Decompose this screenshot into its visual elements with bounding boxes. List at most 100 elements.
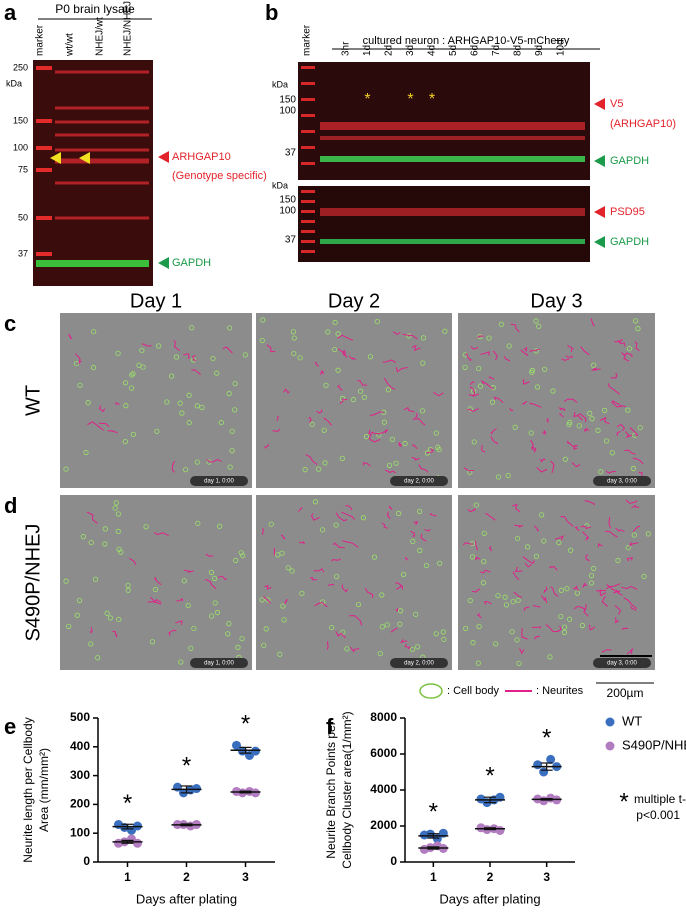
- cell-body: [235, 644, 241, 650]
- marker-size: 50: [18, 212, 28, 222]
- cell-body: [631, 532, 637, 538]
- y-tick-label: 400: [70, 739, 90, 753]
- neurite: [68, 333, 72, 340]
- neurite: [530, 439, 536, 451]
- neurite: [623, 597, 638, 610]
- cell-body: [339, 455, 345, 461]
- neurite: [263, 444, 269, 449]
- neurite: [620, 585, 638, 590]
- lane-label: 8d: [513, 45, 524, 56]
- neurite: [411, 456, 420, 461]
- cell-body: [561, 629, 568, 635]
- cell-body: [208, 613, 215, 619]
- cell-body: [280, 603, 286, 609]
- neurite: [481, 445, 486, 453]
- neurite: [625, 499, 638, 505]
- cell-body: [212, 575, 218, 582]
- neurite: [608, 383, 621, 395]
- cell-body: [181, 578, 187, 584]
- neurite: [86, 511, 98, 524]
- row-label: WT: [22, 385, 44, 416]
- neurite: [276, 415, 279, 421]
- cell-body: [320, 599, 326, 605]
- neurite: [470, 346, 479, 350]
- cell-body: [626, 346, 633, 352]
- neurite: [621, 352, 630, 362]
- cell-body: [80, 534, 86, 540]
- legend-marker: [605, 741, 615, 751]
- cell-body: [384, 622, 390, 628]
- cell-body: [587, 410, 593, 416]
- control-label: GAPDH: [610, 155, 649, 167]
- cell-body: [116, 616, 122, 623]
- neurite: [493, 396, 504, 404]
- cell-body: [467, 406, 473, 412]
- neurite: [510, 323, 520, 333]
- arrowhead: [594, 206, 605, 218]
- neurite: [601, 595, 609, 607]
- neurite: [624, 431, 633, 439]
- cell-body: [547, 654, 553, 660]
- neurite: [433, 391, 444, 397]
- band: [55, 120, 149, 124]
- neurite: [154, 532, 169, 537]
- row-label: S490P/NHEJ: [22, 524, 44, 642]
- cell-body: [389, 436, 395, 442]
- cell-body: [514, 637, 520, 643]
- neurite: [89, 626, 93, 634]
- cell-body: [536, 323, 542, 329]
- neurite: [591, 367, 601, 372]
- neurite: [217, 575, 227, 581]
- cell-body: [130, 371, 136, 377]
- cell-body: [238, 550, 244, 556]
- cell-body: [63, 466, 69, 472]
- cell-body: [476, 623, 482, 630]
- panel-label: d: [4, 493, 17, 518]
- cell-body: [415, 644, 421, 650]
- note-symbol: *: [619, 788, 628, 815]
- neurite: [523, 606, 530, 612]
- neurite: [614, 338, 623, 343]
- data-point: [120, 822, 129, 832]
- cell-body: [152, 586, 159, 593]
- neurite: [337, 334, 354, 341]
- stamp-box: [390, 476, 448, 486]
- neurite: [477, 335, 484, 338]
- neurite: [323, 417, 333, 426]
- neurite: [128, 557, 137, 566]
- neurite: [298, 507, 303, 512]
- neurite: [402, 333, 418, 340]
- panel-label: b: [265, 0, 278, 25]
- cell-body: [641, 573, 647, 579]
- cell-body: [542, 366, 548, 372]
- cell-body: [263, 626, 269, 632]
- ladder-band: [301, 146, 315, 149]
- cell-body: [502, 594, 508, 600]
- neurite: [480, 379, 494, 390]
- cell-body: [386, 462, 393, 468]
- time-stamp: day 3, 0:00: [607, 661, 637, 667]
- neurite: [398, 442, 403, 447]
- cell-body: [66, 623, 72, 629]
- cell-body: [154, 428, 160, 434]
- cell-body: [363, 434, 370, 440]
- legend-cell-body: [419, 683, 443, 699]
- cell-body: [186, 420, 192, 426]
- y-tick-label: 6000: [370, 746, 397, 760]
- cell-body: [232, 407, 238, 413]
- cell-body: [476, 365, 482, 372]
- time-stamp: day 3, 0:00: [607, 479, 637, 485]
- neurite: [573, 411, 583, 421]
- panel-title: cultured neuron : ARHGAP10-V5-mCherry: [363, 35, 570, 47]
- neurite: [98, 405, 106, 413]
- neurite: [99, 422, 110, 428]
- lane-label: NHEJ/NHEJ: [123, 1, 134, 56]
- cell-body: [420, 360, 426, 366]
- neurite: [206, 458, 222, 463]
- cell-body: [625, 545, 631, 551]
- cell-body: [361, 394, 367, 400]
- cell-body: [393, 460, 399, 466]
- neurite: [582, 582, 588, 588]
- neurite: [550, 586, 559, 597]
- neurite: [597, 543, 604, 548]
